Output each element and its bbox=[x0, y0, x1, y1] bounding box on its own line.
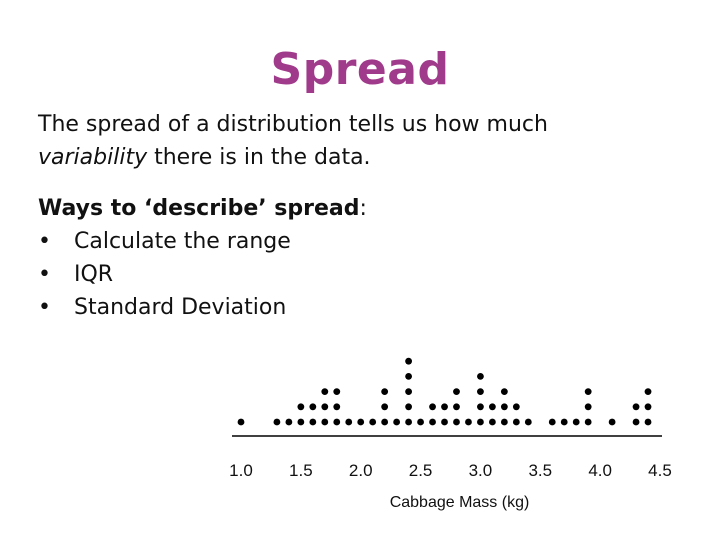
x-tick-label: 4.5 bbox=[648, 461, 672, 480]
x-tick-label: 2.0 bbox=[349, 461, 373, 480]
intro-emphasis: variability bbox=[38, 145, 148, 170]
bullet-icon: • bbox=[38, 295, 51, 320]
data-dot bbox=[477, 403, 484, 411]
data-dot bbox=[500, 418, 508, 426]
data-dot bbox=[489, 418, 496, 426]
data-dot bbox=[512, 403, 520, 411]
data-dot bbox=[608, 418, 616, 426]
data-dot bbox=[465, 418, 472, 426]
ways-heading-colon: : bbox=[359, 196, 367, 221]
x-tick-label: 3.5 bbox=[528, 461, 552, 480]
ways-list: • Calculate the range • IQR • Standard Devi… bbox=[38, 225, 698, 324]
data-dot bbox=[572, 418, 580, 426]
slide-body: The spread of a distribution tells us ho… bbox=[38, 108, 698, 324]
data-dot bbox=[500, 403, 508, 411]
data-dot bbox=[417, 418, 424, 426]
bullet-text: Calculate the range bbox=[74, 229, 291, 254]
data-dot bbox=[429, 418, 436, 426]
bullet-icon: • bbox=[38, 262, 51, 287]
data-dot bbox=[405, 403, 412, 411]
data-dot bbox=[560, 418, 568, 426]
data-dot bbox=[524, 418, 532, 426]
data-dot bbox=[477, 418, 484, 426]
ways-section: Ways to ‘describe’ spread: • Calculate th… bbox=[38, 192, 698, 324]
ways-heading-text: Ways to ‘describe’ spread bbox=[38, 196, 360, 221]
bullet-icon: • bbox=[38, 229, 51, 254]
data-dot bbox=[381, 403, 389, 411]
data-dot bbox=[644, 403, 652, 411]
data-dot bbox=[441, 403, 448, 411]
data-dot bbox=[273, 418, 281, 426]
data-dot bbox=[393, 418, 401, 426]
intro-paragraph: The spread of a distribution tells us ho… bbox=[38, 108, 698, 174]
x-tick-labels: 1.0 1.5 2.0 2.5 3.0 3.5 4.0 4.5 bbox=[229, 461, 672, 480]
intro-text-start: The spread of a distribution tells us ho… bbox=[38, 112, 548, 137]
bullet-text: IQR bbox=[74, 262, 114, 287]
data-dot bbox=[584, 418, 592, 426]
data-dot bbox=[441, 418, 448, 426]
data-dot bbox=[297, 403, 305, 411]
x-tick-label: 2.5 bbox=[409, 461, 433, 480]
data-dot bbox=[644, 418, 652, 426]
data-dot bbox=[321, 388, 329, 395]
data-dot bbox=[357, 418, 365, 426]
intro-text-end: there is in the data. bbox=[147, 145, 371, 170]
data-dot bbox=[548, 418, 556, 426]
data-dot bbox=[477, 388, 484, 395]
data-dot bbox=[500, 388, 508, 395]
data-dot bbox=[584, 403, 592, 411]
data-dot bbox=[333, 418, 341, 426]
data-dot bbox=[345, 418, 353, 426]
data-dot bbox=[369, 418, 377, 426]
data-dot bbox=[405, 357, 412, 365]
data-dot bbox=[489, 403, 496, 411]
x-axis-label: Cabbage Mass (kg) bbox=[390, 494, 530, 511]
data-dot bbox=[453, 418, 460, 426]
data-dot bbox=[405, 388, 412, 395]
data-dot bbox=[321, 403, 329, 411]
dots-group bbox=[237, 357, 652, 426]
data-dot bbox=[477, 373, 484, 380]
x-tick-label: 4.0 bbox=[588, 461, 612, 480]
data-dot bbox=[297, 418, 305, 426]
slide-title: Spread bbox=[270, 44, 450, 95]
data-dot bbox=[333, 388, 341, 395]
data-dot bbox=[309, 418, 317, 426]
data-dot bbox=[237, 418, 245, 426]
bullet-text: Standard Deviation bbox=[74, 295, 287, 320]
x-tick-label: 1.0 bbox=[229, 461, 253, 480]
ways-heading: Ways to ‘describe’ spread: bbox=[38, 192, 698, 225]
data-dot bbox=[584, 388, 592, 395]
list-item: • IQR bbox=[38, 258, 698, 291]
data-dot bbox=[429, 403, 436, 411]
x-tick-label: 3.0 bbox=[469, 461, 493, 480]
x-tick-label: 1.5 bbox=[289, 461, 313, 480]
data-dot bbox=[285, 418, 293, 426]
data-dot bbox=[381, 418, 389, 426]
data-dot bbox=[405, 373, 412, 380]
data-dot bbox=[644, 388, 652, 395]
data-dot bbox=[632, 403, 640, 411]
list-item: • Standard Deviation bbox=[38, 291, 698, 324]
data-dot bbox=[453, 388, 460, 395]
data-dot bbox=[405, 418, 412, 426]
data-dot bbox=[632, 418, 640, 426]
data-dot bbox=[512, 418, 520, 426]
data-dot bbox=[453, 403, 460, 411]
data-dot bbox=[333, 403, 341, 411]
data-dot bbox=[321, 418, 329, 426]
data-dot bbox=[309, 403, 317, 411]
data-dot bbox=[381, 388, 389, 395]
list-item: • Calculate the range bbox=[38, 225, 698, 258]
